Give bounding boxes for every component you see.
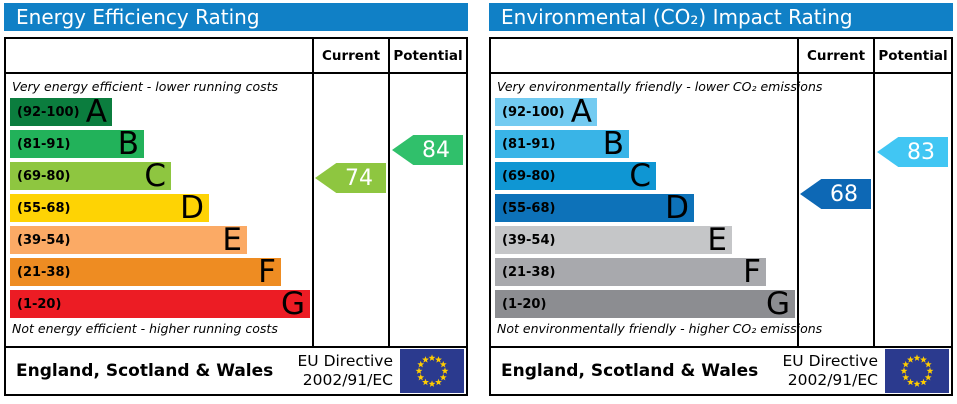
current-rating-arrow: 74 [315, 163, 386, 193]
band-row-e: (39-54) E [495, 222, 732, 258]
region-label: England, Scotland & Wales [501, 361, 759, 381]
rating-chart-area: Very environmentally friendly - lower CO… [491, 74, 951, 346]
potential-column-divider [873, 74, 875, 346]
band-letter: C [144, 158, 166, 194]
potential-column-header: Potential [873, 39, 951, 72]
band-row-f: (21-38) F [495, 254, 766, 290]
band-range: (55-68) [502, 200, 556, 216]
band-range: (92-100) [502, 104, 565, 120]
band-row-b: (81-91) B [10, 126, 144, 162]
panel-footer: England, Scotland & Wales EU Directive 2… [6, 346, 466, 394]
band-range: (69-80) [17, 168, 71, 184]
band-range: (21-38) [502, 264, 556, 280]
band-range: (69-80) [502, 168, 556, 184]
eu-directive-label: EU Directive 2002/91/EC [298, 352, 401, 389]
top-caption: Very energy efficient - lower running co… [12, 79, 279, 94]
band-range: (39-54) [502, 232, 556, 248]
band-range: (55-68) [17, 200, 71, 216]
band-row-d: (55-68) D [495, 190, 694, 226]
potential-rating-value: 84 [422, 137, 450, 163]
band-row-b: (81-91) B [495, 126, 629, 162]
header-spacer [6, 39, 312, 72]
energy-efficiency-panel: Energy Efficiency Rating Current Potenti… [4, 3, 468, 396]
environmental-impact-panel: Environmental (CO₂) Impact Rating Curren… [489, 3, 953, 396]
band-range: (39-54) [17, 232, 71, 248]
band-letter: B [602, 126, 624, 162]
eu-directive-line2: 2002/91/EC [787, 371, 878, 389]
potential-rating-value: 83 [907, 139, 935, 165]
column-header-row: Current Potential [6, 39, 466, 74]
bottom-caption: Not environmentally friendly - higher CO… [497, 321, 823, 336]
band-letter: E [707, 222, 727, 258]
rating-chart-area: Very energy efficient - lower running co… [6, 74, 466, 346]
band-range: (81-91) [17, 136, 71, 152]
band-row-f: (21-38) F [10, 254, 281, 290]
header-spacer [491, 39, 797, 72]
current-column-header: Current [797, 39, 873, 72]
band-row-a: (92-100) A [10, 94, 112, 130]
potential-column-header: Potential [388, 39, 466, 72]
band-letter: A [570, 94, 592, 130]
potential-rating-arrow: 83 [877, 137, 948, 167]
band-row-d: (55-68) D [10, 190, 209, 226]
panel-footer: England, Scotland & Wales EU Directive 2… [491, 346, 951, 394]
band-range: (92-100) [17, 104, 80, 120]
eu-directive-line1: EU Directive [297, 352, 394, 371]
eu-flag-icon [400, 349, 464, 393]
band-row-a: (92-100) A [495, 94, 597, 130]
band-letter: F [258, 254, 276, 290]
panel-title: Environmental (CO₂) Impact Rating [489, 3, 953, 31]
band-range: (81-91) [502, 136, 556, 152]
band-row-g: (1-20) G [10, 286, 310, 322]
rating-table: Current Potential Very environmentally f… [489, 37, 953, 396]
band-row-g: (1-20) G [495, 286, 795, 322]
bottom-caption: Not energy efficient - higher running co… [12, 321, 278, 336]
eu-directive-label: EU Directive 2002/91/EC [783, 352, 886, 389]
current-rating-value: 68 [830, 181, 858, 207]
top-caption: Very environmentally friendly - lower CO… [497, 79, 823, 94]
region-label: England, Scotland & Wales [16, 361, 274, 381]
band-letter: D [180, 190, 204, 226]
eu-directive-line2: 2002/91/EC [302, 371, 393, 389]
column-header-row: Current Potential [491, 39, 951, 74]
band-letter: E [222, 222, 242, 258]
potential-column-divider [388, 74, 390, 346]
eu-flag-icon [885, 349, 949, 393]
band-letter: A [85, 94, 107, 130]
band-row-e: (39-54) E [10, 222, 247, 258]
panel-title: Energy Efficiency Rating [4, 3, 468, 31]
band-range: (1-20) [17, 296, 62, 312]
band-letter: G [765, 286, 790, 322]
band-range: (1-20) [502, 296, 547, 312]
band-letter: D [665, 190, 689, 226]
band-row-c: (69-80) C [10, 158, 171, 194]
band-letter: G [280, 286, 305, 322]
current-column-header: Current [312, 39, 388, 72]
rating-table: Current Potential Very energy efficient … [4, 37, 468, 396]
current-rating-arrow: 68 [800, 179, 871, 209]
band-range: (21-38) [17, 264, 71, 280]
eu-directive-line1: EU Directive [782, 352, 879, 371]
band-row-c: (69-80) C [495, 158, 656, 194]
band-letter: B [117, 126, 139, 162]
current-column-divider [797, 74, 799, 346]
current-column-divider [312, 74, 314, 346]
current-rating-value: 74 [345, 165, 373, 191]
band-letter: C [629, 158, 651, 194]
band-letter: F [743, 254, 761, 290]
potential-rating-arrow: 84 [392, 135, 463, 165]
